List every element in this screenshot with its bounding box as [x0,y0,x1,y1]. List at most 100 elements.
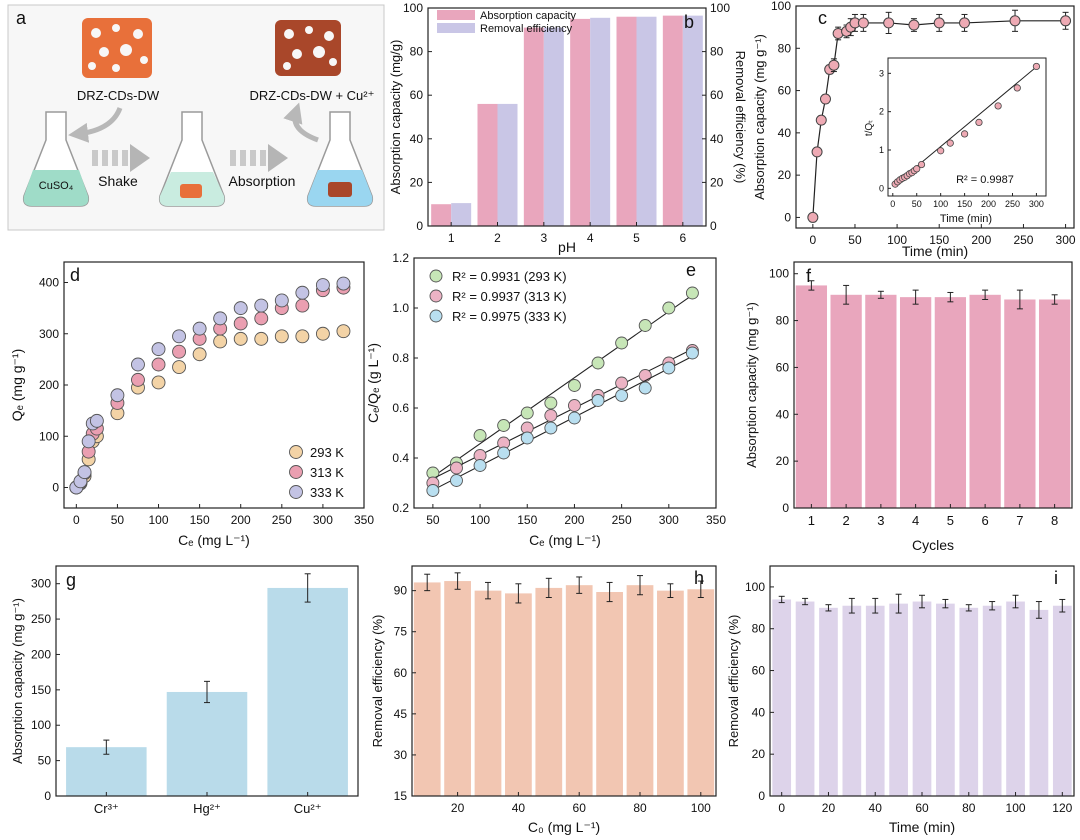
flask-icon [22,111,90,207]
y-tick-label: 80 [778,41,792,55]
y-tick-label: 40 [776,407,790,421]
x-tick-label: 100 [1006,801,1026,815]
y-tick-label: 60 [410,88,424,102]
data-point [567,411,581,425]
inset-x-tick-label: 0 [890,199,895,209]
x-tick-label: 100 [149,513,169,527]
bar [657,590,684,796]
x-tick-label: 300 [1056,233,1076,247]
panel-letter: b [684,12,694,32]
y-tick-label: 0 [782,501,789,515]
x-axis-label: pH [558,239,576,255]
x-tick-label: 0 [73,513,80,527]
y-axis-label: Absorption capacity (mg g⁻¹) [752,34,767,200]
arrow-icon [92,144,150,172]
data-point [450,474,463,487]
y-tick-label: 75 [394,625,408,639]
x-tick-label: 8 [1051,513,1058,528]
y-tick-label: 20 [776,454,790,468]
y-tick-label: 20 [410,175,424,189]
data-point [336,324,351,339]
data-point [81,434,96,449]
y-tick-label: 200 [39,378,59,392]
bar [842,605,862,796]
x-tick-label: 80 [962,801,976,815]
x-axis-label: Cₑ (mg L⁻¹) [529,532,601,548]
data-point [151,375,166,390]
data-point [315,326,330,341]
y-tick-label: 400 [39,276,59,290]
bar-removal [543,27,564,227]
y-tick-label: 100 [771,0,791,13]
y-tick-label: 40 [778,126,792,140]
data-point [958,17,970,29]
data-point [685,286,699,300]
inset-point [975,118,983,127]
data-point [857,17,869,29]
legend-label: R² = 0.9937 (313 K) [452,289,567,304]
data-point [544,409,558,422]
inset-y-label: t/Qₜ [864,120,875,136]
y-tick-label: 20 [752,747,766,761]
bar [772,599,792,796]
y-tick-label: 0 [784,210,791,224]
x-tick-label: 100 [691,801,711,815]
inset-x-tick-label: 300 [1029,199,1044,209]
data-point [638,319,652,332]
x-tick-label: 7 [1016,513,1023,528]
bar [865,294,897,508]
flask-label: CuSO₄ [39,180,74,192]
axes-frame [411,565,717,797]
x-tick-label: 2 [843,513,850,528]
data-point [520,431,534,445]
y-tick-label: 0.8 [392,351,409,365]
data-point [615,376,629,390]
data-point [638,369,652,382]
bar [1004,299,1036,508]
bar [912,601,932,796]
panel-letter: d [70,265,80,285]
data-point [933,17,945,29]
panel-letter: i [1054,568,1058,588]
bar-removal [682,15,703,226]
inset-point [1032,62,1041,71]
axes-frame [413,257,717,509]
x-tick-label: 60 [915,801,929,815]
x-tick-label: 120 [1052,801,1072,815]
legend-marker [429,289,443,303]
bar [830,294,862,508]
data-point [110,388,125,403]
x-tick-label: 4 [587,231,594,245]
data-point [89,413,104,428]
data-point [192,347,207,362]
x-tick-label: 250 [612,513,632,527]
inset-x-tick-label: 50 [912,199,922,209]
x-tick-label: 1 [808,513,815,528]
y-tick-label: 60 [394,666,408,680]
data-point [615,389,629,402]
chart-b: 1 2 3 4 5 6020406080100020406080100Absorption… [388,1,748,255]
bar [66,747,147,796]
x-axis-label: C₀ (mg L⁻¹) [528,819,600,835]
y-tick-label: 40 [410,132,424,146]
y-tick-label: 100 [39,429,59,443]
y2-tick-label: 20 [710,175,724,189]
data-point [192,321,207,336]
y-tick-label: 300 [39,327,59,341]
y-tick-label: 90 [394,584,408,598]
bar [267,587,348,796]
bar-absorption [523,27,544,227]
bar [687,589,715,796]
data-point [819,93,831,105]
bar-absorption [662,15,683,226]
y-tick-label: 60 [778,84,792,98]
axes-frame [793,261,1073,509]
legend-label: R² = 0.9975 (333 K) [452,309,567,324]
chart-i: 0 20 40 60 80 100 0 20 40 60 80 100 120 Removal effic… [726,565,1075,835]
x-tick-label: 80 [633,801,647,815]
y-tick-label: 50 [38,754,52,768]
data-point [908,19,920,31]
y2-tick-label: 40 [710,132,724,146]
bar-removal [590,17,611,227]
